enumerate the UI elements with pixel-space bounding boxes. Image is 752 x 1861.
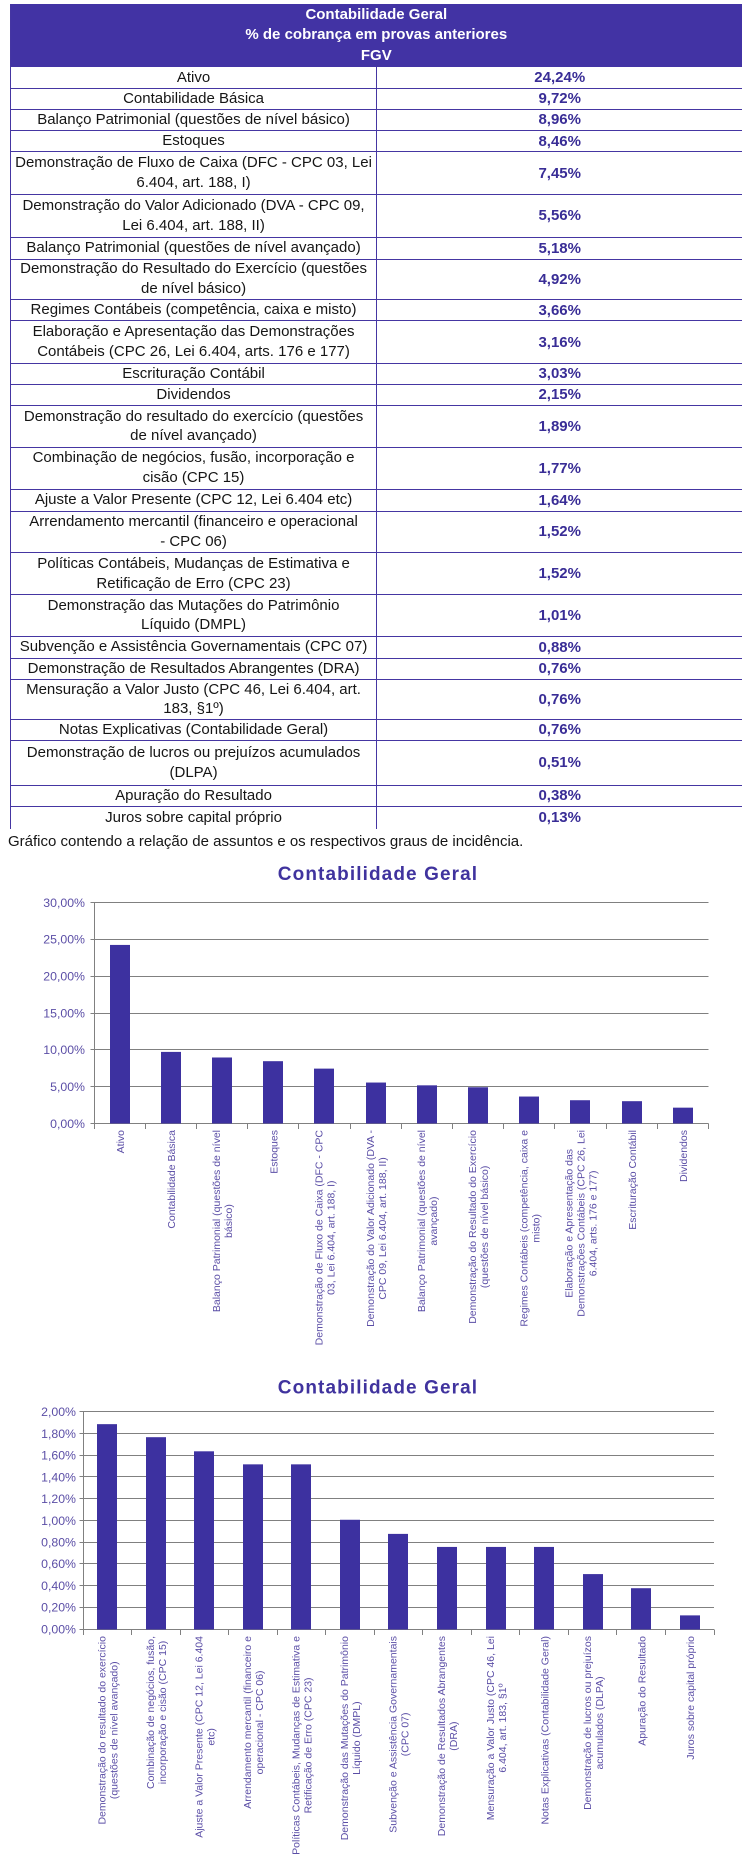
svg-text:6.404, art. 183, §1º: 6.404, art. 183, §1º: [497, 1683, 509, 1772]
svg-text:1,80%: 1,80%: [41, 1427, 76, 1441]
svg-text:incorporação e cisão (CPC 15): incorporação e cisão (CPC 15): [157, 1641, 169, 1785]
svg-text:Apuração do Resultado: Apuração do Resultado: [636, 1636, 648, 1746]
svg-text:1,00%: 1,00%: [41, 1514, 76, 1528]
svg-text:Subvenção e Assistência Govern: Subvenção e Assistência Governamentais: [388, 1636, 400, 1833]
svg-text:0,00%: 0,00%: [41, 1622, 76, 1636]
svg-text:operacional - CPC 06): operacional - CPC 06): [254, 1670, 266, 1774]
svg-text:Líquido (DMPL): Líquido (DMPL): [351, 1701, 363, 1775]
svg-text:0,20%: 0,20%: [41, 1601, 76, 1615]
svg-text:10,00%: 10,00%: [43, 1043, 85, 1057]
svg-text:Demonstração do Resultado do E: Demonstração do Resultado do Exercício: [467, 1130, 479, 1324]
svg-text:0,80%: 0,80%: [41, 1535, 76, 1549]
svg-text:20,00%: 20,00%: [43, 970, 85, 984]
svg-text:Regimes Contábeis (competência: Regimes Contábeis (competência, caixa e: [518, 1130, 530, 1327]
svg-text:Balanço Patrimonial (questões: Balanço Patrimonial (questões de nível: [211, 1130, 223, 1312]
svg-text:acumulados (DLPA): acumulados (DLPA): [594, 1676, 606, 1769]
svg-text:(questões de nível básico): (questões de nível básico): [479, 1166, 491, 1289]
svg-text:misto): misto): [530, 1214, 542, 1243]
svg-text:30,00%: 30,00%: [43, 896, 85, 910]
svg-text:1,60%: 1,60%: [41, 1449, 76, 1463]
svg-text:Combinação de negócios, fusão,: Combinação de negócios, fusão,: [145, 1636, 157, 1789]
svg-text:Mensuração a Valor Justo (CPC: Mensuração a Valor Justo (CPC 46, Lei: [485, 1636, 497, 1820]
svg-text:Contabilidade Geral: Contabilidade Geral: [278, 1377, 478, 1398]
svg-text:etc): etc): [206, 1728, 218, 1746]
svg-text:15,00%: 15,00%: [43, 1006, 85, 1020]
svg-text:Estoques: Estoques: [268, 1130, 280, 1174]
svg-text:0,60%: 0,60%: [41, 1557, 76, 1571]
svg-text:Balanço Patrimonial (questões: Balanço Patrimonial (questões de nível: [416, 1130, 428, 1312]
svg-text:Demonstração das Mutações do P: Demonstração das Mutações do Patrimônio: [339, 1636, 351, 1840]
svg-text:avançado): avançado): [428, 1197, 440, 1246]
svg-text:Ativo: Ativo: [115, 1130, 127, 1154]
svg-text:2,00%: 2,00%: [41, 1405, 76, 1419]
svg-text:Demonstrações Contábeis (CPC 2: Demonstrações Contábeis (CPC 26, Lei: [576, 1130, 588, 1317]
svg-text:Juros sobre capital próprio: Juros sobre capital próprio: [685, 1636, 697, 1760]
svg-text:Escrituração Contábil: Escrituração Contábil: [627, 1130, 639, 1230]
svg-text:Retificação de Erro (CPC 23): Retificação de Erro (CPC 23): [303, 1677, 315, 1813]
svg-text:Notas Explicativas (Contabilid: Notas Explicativas (Contabilidade Geral): [539, 1636, 551, 1825]
svg-text:25,00%: 25,00%: [43, 933, 85, 947]
svg-text:Demonstração de Fluxo de Caixa: Demonstração de Fluxo de Caixa (DFC - CP…: [314, 1130, 326, 1346]
svg-text:Contabilidade Básica: Contabilidade Básica: [166, 1130, 178, 1229]
svg-text:Demonstração de lucros ou prej: Demonstração de lucros ou prejuízos: [582, 1636, 594, 1810]
svg-text:Contabilidade Geral: Contabilidade Geral: [278, 864, 478, 885]
svg-text:Arrendamento mercantil (financ: Arrendamento mercantil (financeiro e: [242, 1636, 254, 1809]
svg-text:Demonstração de Resultados Abr: Demonstração de Resultados Abrangentes: [436, 1636, 448, 1836]
svg-text:Dividendos: Dividendos: [678, 1130, 690, 1182]
svg-text:03, Lei 6.404, art. 188, I): 03, Lei 6.404, art. 188, I): [326, 1180, 338, 1294]
svg-text:Políticas Contábeis, Mudanças: Políticas Contábeis, Mudanças de Estimat…: [291, 1636, 303, 1855]
svg-text:Demonstração do Valor Adiciona: Demonstração do Valor Adicionado (DVA -: [365, 1130, 377, 1327]
svg-text:(questões de nível avançado): (questões de nível avançado): [108, 1661, 120, 1799]
svg-text:6.404, arts. 176 e 177): 6.404, arts. 176 e 177): [588, 1171, 600, 1277]
svg-text:(CPC 07): (CPC 07): [400, 1712, 412, 1756]
svg-text:Ajuste a Valor Presente (CPC 1: Ajuste a Valor Presente (CPC 12, Lei 6.4…: [194, 1636, 206, 1838]
svg-text:Elaboração e Apresentação das: Elaboração e Apresentação das: [564, 1149, 576, 1298]
svg-text:0,40%: 0,40%: [41, 1579, 76, 1593]
svg-text:0,00%: 0,00%: [50, 1117, 85, 1131]
svg-text:1,40%: 1,40%: [41, 1470, 76, 1484]
svg-text:Demonstração do resultado do e: Demonstração do resultado do exercício: [96, 1636, 108, 1825]
svg-text:1,20%: 1,20%: [41, 1492, 76, 1506]
svg-text:básico): básico): [223, 1204, 235, 1238]
svg-text:(DRA): (DRA): [448, 1722, 460, 1751]
svg-text:5,00%: 5,00%: [50, 1080, 85, 1094]
svg-text:CPC 09, Lei 6.404, art. 188, I: CPC 09, Lei 6.404, art. 188, II): [377, 1157, 389, 1299]
